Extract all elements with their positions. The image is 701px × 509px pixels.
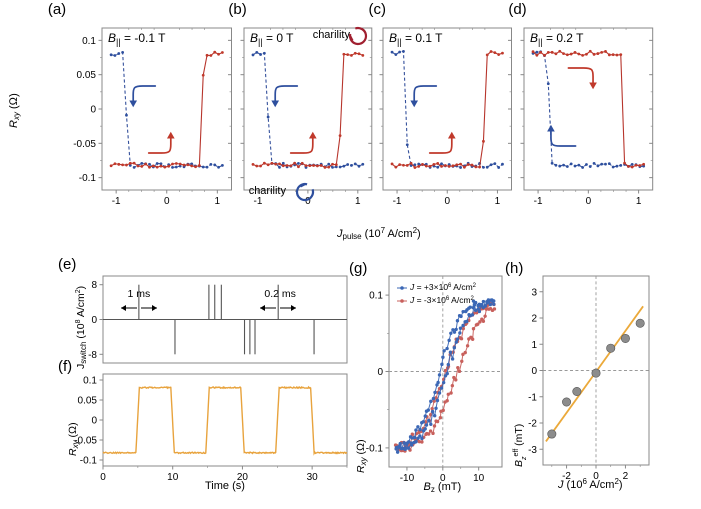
svg-text:0.05: 0.05 xyxy=(78,396,98,407)
svg-text:-1: -1 xyxy=(112,196,121,207)
svg-text:10: 10 xyxy=(167,472,179,483)
svg-text:2: 2 xyxy=(531,314,537,325)
svg-text:0: 0 xyxy=(585,196,591,207)
svg-text:-0.1: -0.1 xyxy=(366,443,384,454)
svg-text:0.1: 0.1 xyxy=(82,36,96,47)
svg-text:0.1: 0.1 xyxy=(83,376,97,387)
svg-text:1: 1 xyxy=(531,340,537,351)
svg-text:1: 1 xyxy=(495,196,501,207)
svg-text:-2: -2 xyxy=(528,419,537,430)
svg-text:0: 0 xyxy=(531,366,537,377)
svg-text:-3: -3 xyxy=(528,445,537,456)
svg-text:-10: -10 xyxy=(400,473,415,484)
svg-text:0: 0 xyxy=(164,196,170,207)
svg-text:30: 30 xyxy=(307,472,319,483)
svg-text:-8: -8 xyxy=(88,350,97,361)
svg-text:0: 0 xyxy=(377,367,383,378)
svg-text:-1: -1 xyxy=(253,196,262,207)
svg-text:8: 8 xyxy=(91,280,97,291)
svg-text:0: 0 xyxy=(90,105,96,116)
svg-text:1: 1 xyxy=(635,196,641,207)
svg-text:0: 0 xyxy=(91,315,97,326)
svg-text:2: 2 xyxy=(623,471,629,482)
svg-text:10: 10 xyxy=(473,473,485,484)
svg-text:-1: -1 xyxy=(533,196,542,207)
svg-text:0.05: 0.05 xyxy=(77,70,97,81)
svg-text:-0.1: -0.1 xyxy=(79,173,97,184)
svg-text:1: 1 xyxy=(215,196,221,207)
svg-text:0.1: 0.1 xyxy=(369,291,383,302)
svg-text:1: 1 xyxy=(355,196,361,207)
svg-text:0: 0 xyxy=(100,472,106,483)
svg-text:3: 3 xyxy=(531,287,537,298)
svg-text:B|| = 0 T: B|| = 0 T xyxy=(250,31,294,47)
svg-text:0: 0 xyxy=(444,196,450,207)
svg-text:-1: -1 xyxy=(528,392,537,403)
svg-text:-0.05: -0.05 xyxy=(73,139,96,150)
svg-text:-0.1: -0.1 xyxy=(80,456,98,467)
svg-text:0: 0 xyxy=(91,416,97,427)
svg-text:-1: -1 xyxy=(393,196,402,207)
